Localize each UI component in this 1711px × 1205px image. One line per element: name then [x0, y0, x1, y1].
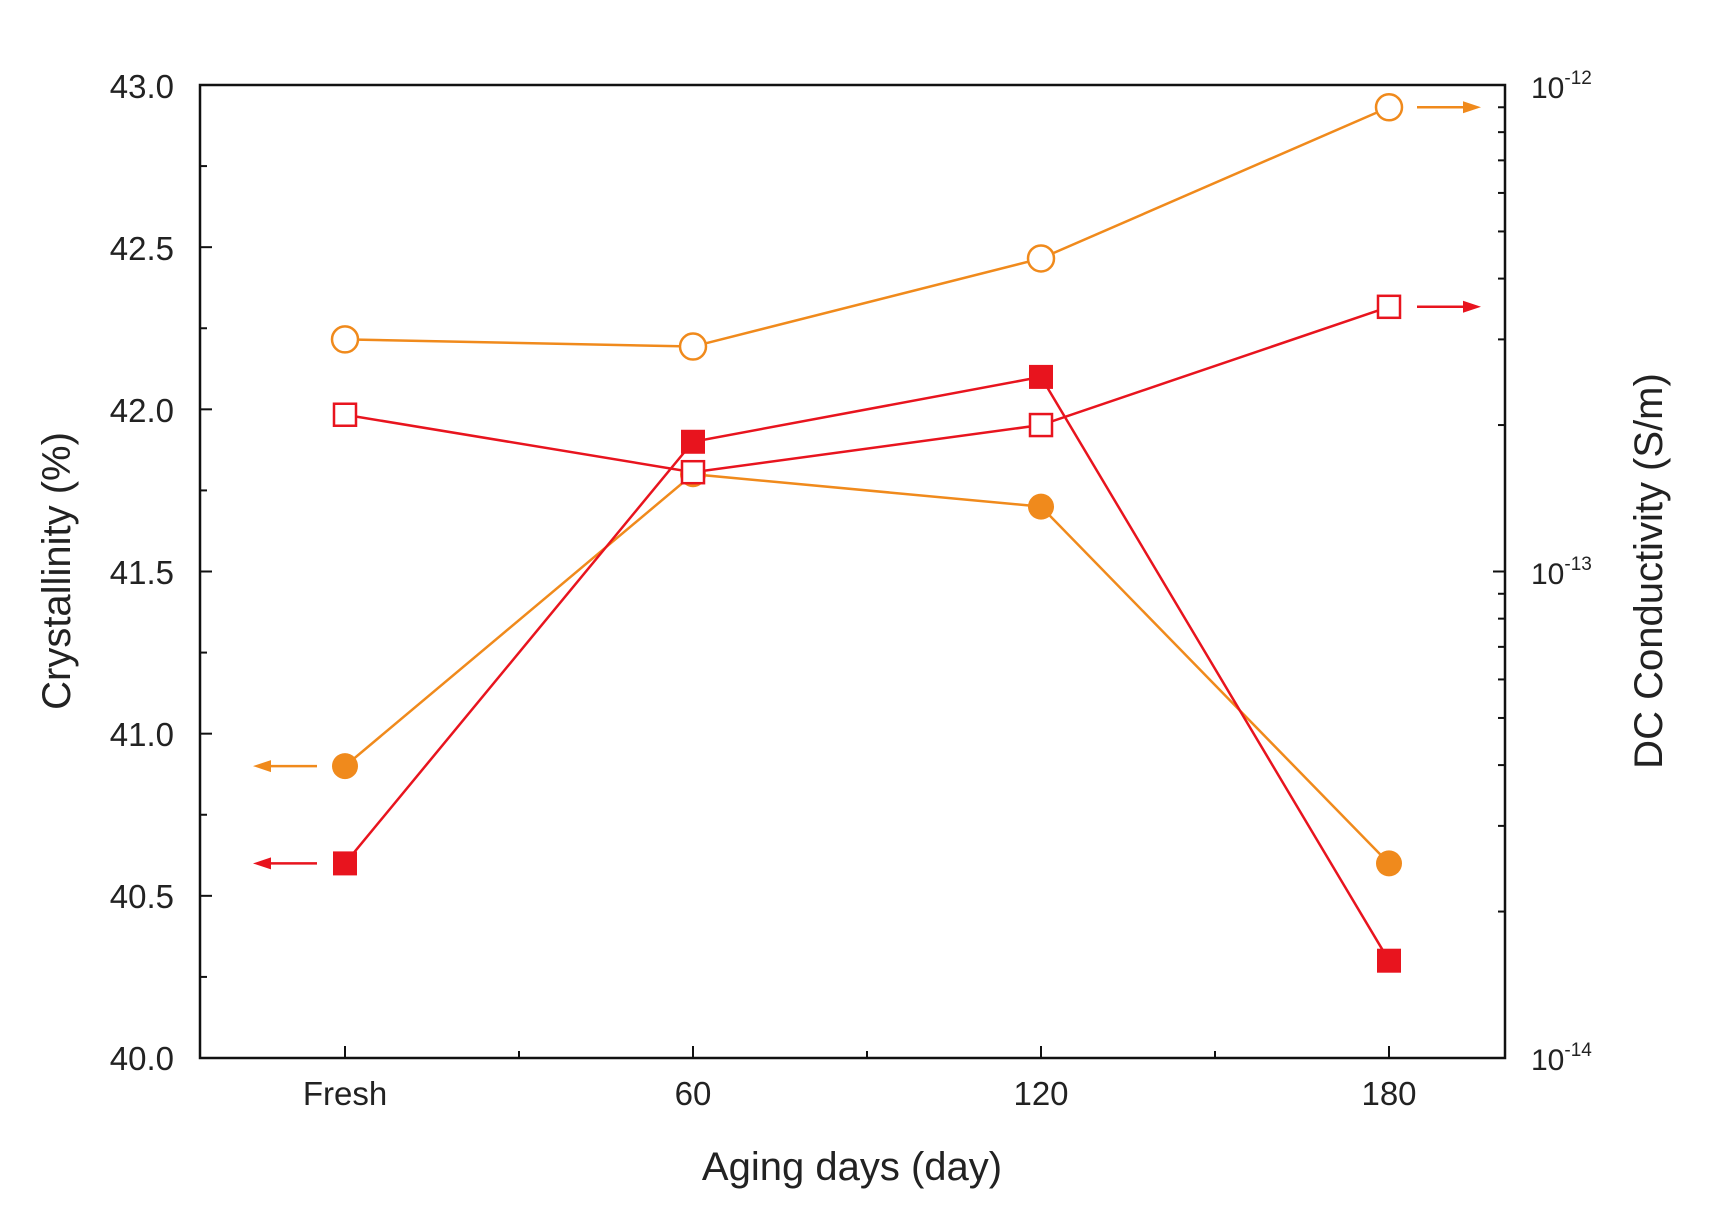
- series-line: [344, 375, 1391, 962]
- data-point: [681, 429, 705, 454]
- y-tick-label: 43.0: [110, 68, 174, 105]
- y-tick-label: 41.0: [110, 716, 174, 753]
- data-point: [1376, 294, 1402, 320]
- data-point: [1376, 850, 1402, 877]
- plot-frame: [198, 83, 1507, 1060]
- data-point: [332, 402, 358, 427]
- series-line: [344, 305, 1390, 474]
- y-tick-label: 42.0: [110, 392, 174, 429]
- data-point: [1374, 93, 1404, 122]
- y2-tick-label: 10-13: [1531, 554, 1592, 591]
- axis-arrow-head: [253, 760, 271, 773]
- x-tick-label: Fresh: [303, 1075, 387, 1112]
- y2-axis-title: DC Conductivity (S/m): [1627, 373, 1671, 769]
- data-point: [678, 332, 708, 361]
- series-line: [344, 106, 1390, 348]
- data-point: [332, 753, 358, 780]
- y-tick-label: 40.5: [110, 878, 174, 915]
- data-point: [333, 851, 357, 876]
- x-tick-label: 120: [1013, 1075, 1068, 1112]
- y-axis-title: Crystallinity (%): [35, 432, 79, 710]
- y2-tick-label: 10-12: [1531, 68, 1592, 105]
- x-axis-title: Aging days (day): [702, 1145, 1002, 1189]
- data-point: [680, 459, 706, 485]
- y2-tick-label: 10-14: [1531, 1040, 1592, 1077]
- tick-labels: 40.0 40.5 41.0 41.5 42.0 42.5 43.0 Fresh…: [110, 68, 1593, 1112]
- axis-arrow-head: [1463, 101, 1481, 114]
- axis-ticks: [200, 84, 1505, 1059]
- data-point: [1026, 244, 1056, 273]
- data-point: [1029, 364, 1053, 389]
- x-tick-label: 180: [1361, 1075, 1416, 1112]
- data-point: [1028, 412, 1054, 438]
- y-tick-label: 42.5: [110, 230, 174, 267]
- data-point: [1028, 493, 1054, 520]
- series-layer: [253, 93, 1481, 973]
- y-tick-label: 41.5: [110, 554, 174, 591]
- series-line: [344, 472, 1390, 865]
- y-tick-label: 40.0: [110, 1040, 174, 1077]
- x-tick-label: 60: [675, 1075, 712, 1112]
- data-point: [1377, 948, 1401, 973]
- axis-arrow-head: [1463, 300, 1481, 313]
- data-point: [330, 325, 360, 354]
- axis-arrow-head: [253, 857, 271, 870]
